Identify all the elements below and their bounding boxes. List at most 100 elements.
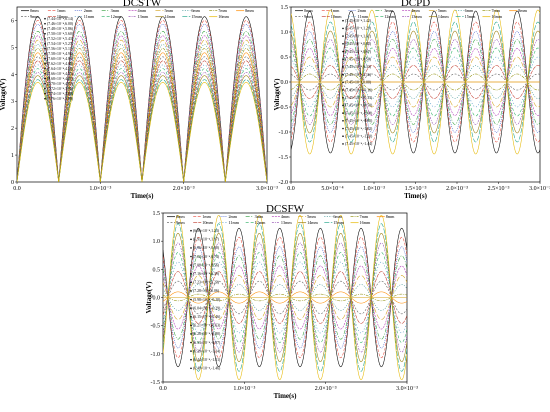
x-axis-label: Time(s) xyxy=(404,192,427,200)
y-tick-label: -0.5 xyxy=(151,324,161,330)
y-tick-label: 5 xyxy=(11,45,14,51)
annotation-marker xyxy=(342,112,344,114)
legend-label: 16mm xyxy=(360,220,371,225)
annotation-label: (7.66×10⁻⁴,4.35) xyxy=(47,72,74,77)
legend-label: 16mm xyxy=(491,14,502,19)
legend-label: 7mm xyxy=(360,214,369,219)
x-tick-label: 0.0 xyxy=(13,186,21,192)
x-tick-label: 1.0×10⁻³ xyxy=(233,386,255,392)
y-tick-label: -2.0 xyxy=(279,180,289,186)
annotation-label: (7.45×10⁻⁴,-1.02) xyxy=(345,127,373,132)
y-axis-label: Voltage(V) xyxy=(0,78,7,111)
annotation-label: (7.16×10⁻⁴,0.39) xyxy=(193,272,220,277)
annotation-marker xyxy=(190,290,192,292)
x-tick-label: 3.0×10⁻³ xyxy=(396,386,418,392)
x-tick-label: 1.0×10⁻³ xyxy=(89,186,111,192)
series-line-3mm xyxy=(163,255,407,340)
legend-label: 5mm xyxy=(164,8,173,13)
annotation-marker xyxy=(44,82,46,85)
series-group xyxy=(163,214,407,381)
annotation-label: (7.45×10⁻⁴,0.00) xyxy=(345,81,372,86)
annotation-marker xyxy=(190,358,192,361)
x-tick-label: 3.0×10⁻³ xyxy=(256,186,278,192)
x-tick-label: 2.0×10⁻³ xyxy=(173,186,195,192)
series-line-11mm xyxy=(163,261,407,334)
y-tick-label: 0.0 xyxy=(281,80,289,86)
series-line-5mm xyxy=(163,275,407,320)
y-tick-label: -1.0 xyxy=(151,352,161,358)
legend-label: 10mm xyxy=(331,14,342,19)
annotation-marker xyxy=(190,264,192,266)
series-line-1mm xyxy=(163,236,407,359)
annotation-label: (7.45×10⁻⁴,0.85) xyxy=(345,42,372,47)
legend-label: 5mm xyxy=(438,8,447,13)
y-axis-label: Voltage(V) xyxy=(273,78,281,111)
legend: 0mm 1mm 2mm 3mm 4mm 5mm 6mm 7mm 8mm 9mm 10mm 11mm 12… xyxy=(21,8,254,19)
legend-label: 15mm xyxy=(191,14,202,19)
legend-label: 14mm xyxy=(164,14,175,19)
legend: 0mm 1mm 2mm 3mm 4mm 5mm 6mm 7mm 8mm 9mm 10mm 11mm 12… xyxy=(167,214,395,225)
series-line-4mm xyxy=(163,265,407,330)
annotation-marker xyxy=(44,97,46,100)
annotation-label: (6.96×10⁻⁴,0.90) xyxy=(193,246,220,251)
annotation-label: (6.21×10⁻⁴,-0.63) xyxy=(193,324,221,329)
annotation-label: (7.48×10⁻⁴,5.86) xyxy=(47,27,74,32)
series-line-9mm xyxy=(163,280,407,315)
annotation-marker xyxy=(342,120,344,122)
annotation-marker xyxy=(44,67,46,70)
x-tick-label: 1.0×10⁻³ xyxy=(363,186,385,192)
series-line-13mm xyxy=(163,242,407,353)
legend-label: 0mm xyxy=(176,214,185,219)
annotation-marker xyxy=(342,89,344,91)
legend-label: 1mm xyxy=(57,8,66,13)
series-line-3mm xyxy=(291,39,540,125)
series-line-15mm xyxy=(291,21,540,143)
annotation-label: (7.70×10⁻⁴,4.07) xyxy=(47,82,74,87)
legend-label: 14mm xyxy=(307,220,318,225)
annotation-marker xyxy=(342,127,344,130)
series-line-8mm xyxy=(163,291,407,304)
legend-label: 12mm xyxy=(255,220,266,225)
y-tick-label: -1.5 xyxy=(151,380,161,386)
annotation-marker xyxy=(342,19,344,22)
annotation-label: (7.45×10⁻⁴,0.50) xyxy=(345,58,372,63)
series-line-6mm xyxy=(291,65,540,99)
x-tick-label: 2.5×10⁻³ xyxy=(488,186,510,192)
annotation-marker xyxy=(190,229,192,232)
annotation-marker xyxy=(342,104,344,107)
y-tick-label: -0.5 xyxy=(279,105,289,111)
y-tick-label: 1.5 xyxy=(281,5,289,11)
legend-label: 9mm xyxy=(176,220,185,225)
legend-label: 13mm xyxy=(411,14,422,19)
annotation-label: (7.45×10⁻⁴,1.42) xyxy=(345,19,372,24)
series-line-2mm xyxy=(163,246,407,349)
annotation-marker xyxy=(190,307,192,309)
y-tick-label: 2 xyxy=(11,126,14,132)
annotation-marker xyxy=(342,73,344,76)
y-tick-label: 1.5 xyxy=(153,211,161,217)
annotation-marker xyxy=(342,35,344,37)
annotation-label: (7.76×10⁻⁴,3.70) xyxy=(47,97,74,102)
annotation-marker xyxy=(190,272,192,275)
annotation-label: (7.45×10⁻⁴,0.16) xyxy=(345,73,372,78)
annotation-marker xyxy=(44,77,46,80)
annotation-marker xyxy=(44,22,46,25)
annotation-marker xyxy=(342,96,344,99)
annotation-label: (6.15×10⁻⁴,-0.46) xyxy=(193,315,221,320)
y-tick-label: 0.5 xyxy=(281,55,289,61)
chart-title: DCSTW xyxy=(123,0,162,9)
annotation-label: (6.33×10⁻⁴,-0.97) xyxy=(193,341,221,346)
series-line-16mm xyxy=(163,214,407,381)
annotation-label: (7.58×10⁻⁴,4.96) xyxy=(47,52,74,57)
series-line-1mm xyxy=(291,21,540,143)
legend-label: 13mm xyxy=(281,220,292,225)
legend-label: 11mm xyxy=(84,14,95,19)
annotation-label: (7.28×10⁻⁴,0.06) xyxy=(193,289,220,294)
legend-label: 6mm xyxy=(465,8,474,13)
annotation-marker xyxy=(190,341,192,344)
annotation-marker xyxy=(190,350,192,352)
legend-label: 4mm xyxy=(138,8,147,13)
legend-label: 13mm xyxy=(138,14,149,19)
series-line-0mm xyxy=(163,227,407,368)
annotation-label: (6.91×10⁻⁴,1.07) xyxy=(193,238,220,243)
